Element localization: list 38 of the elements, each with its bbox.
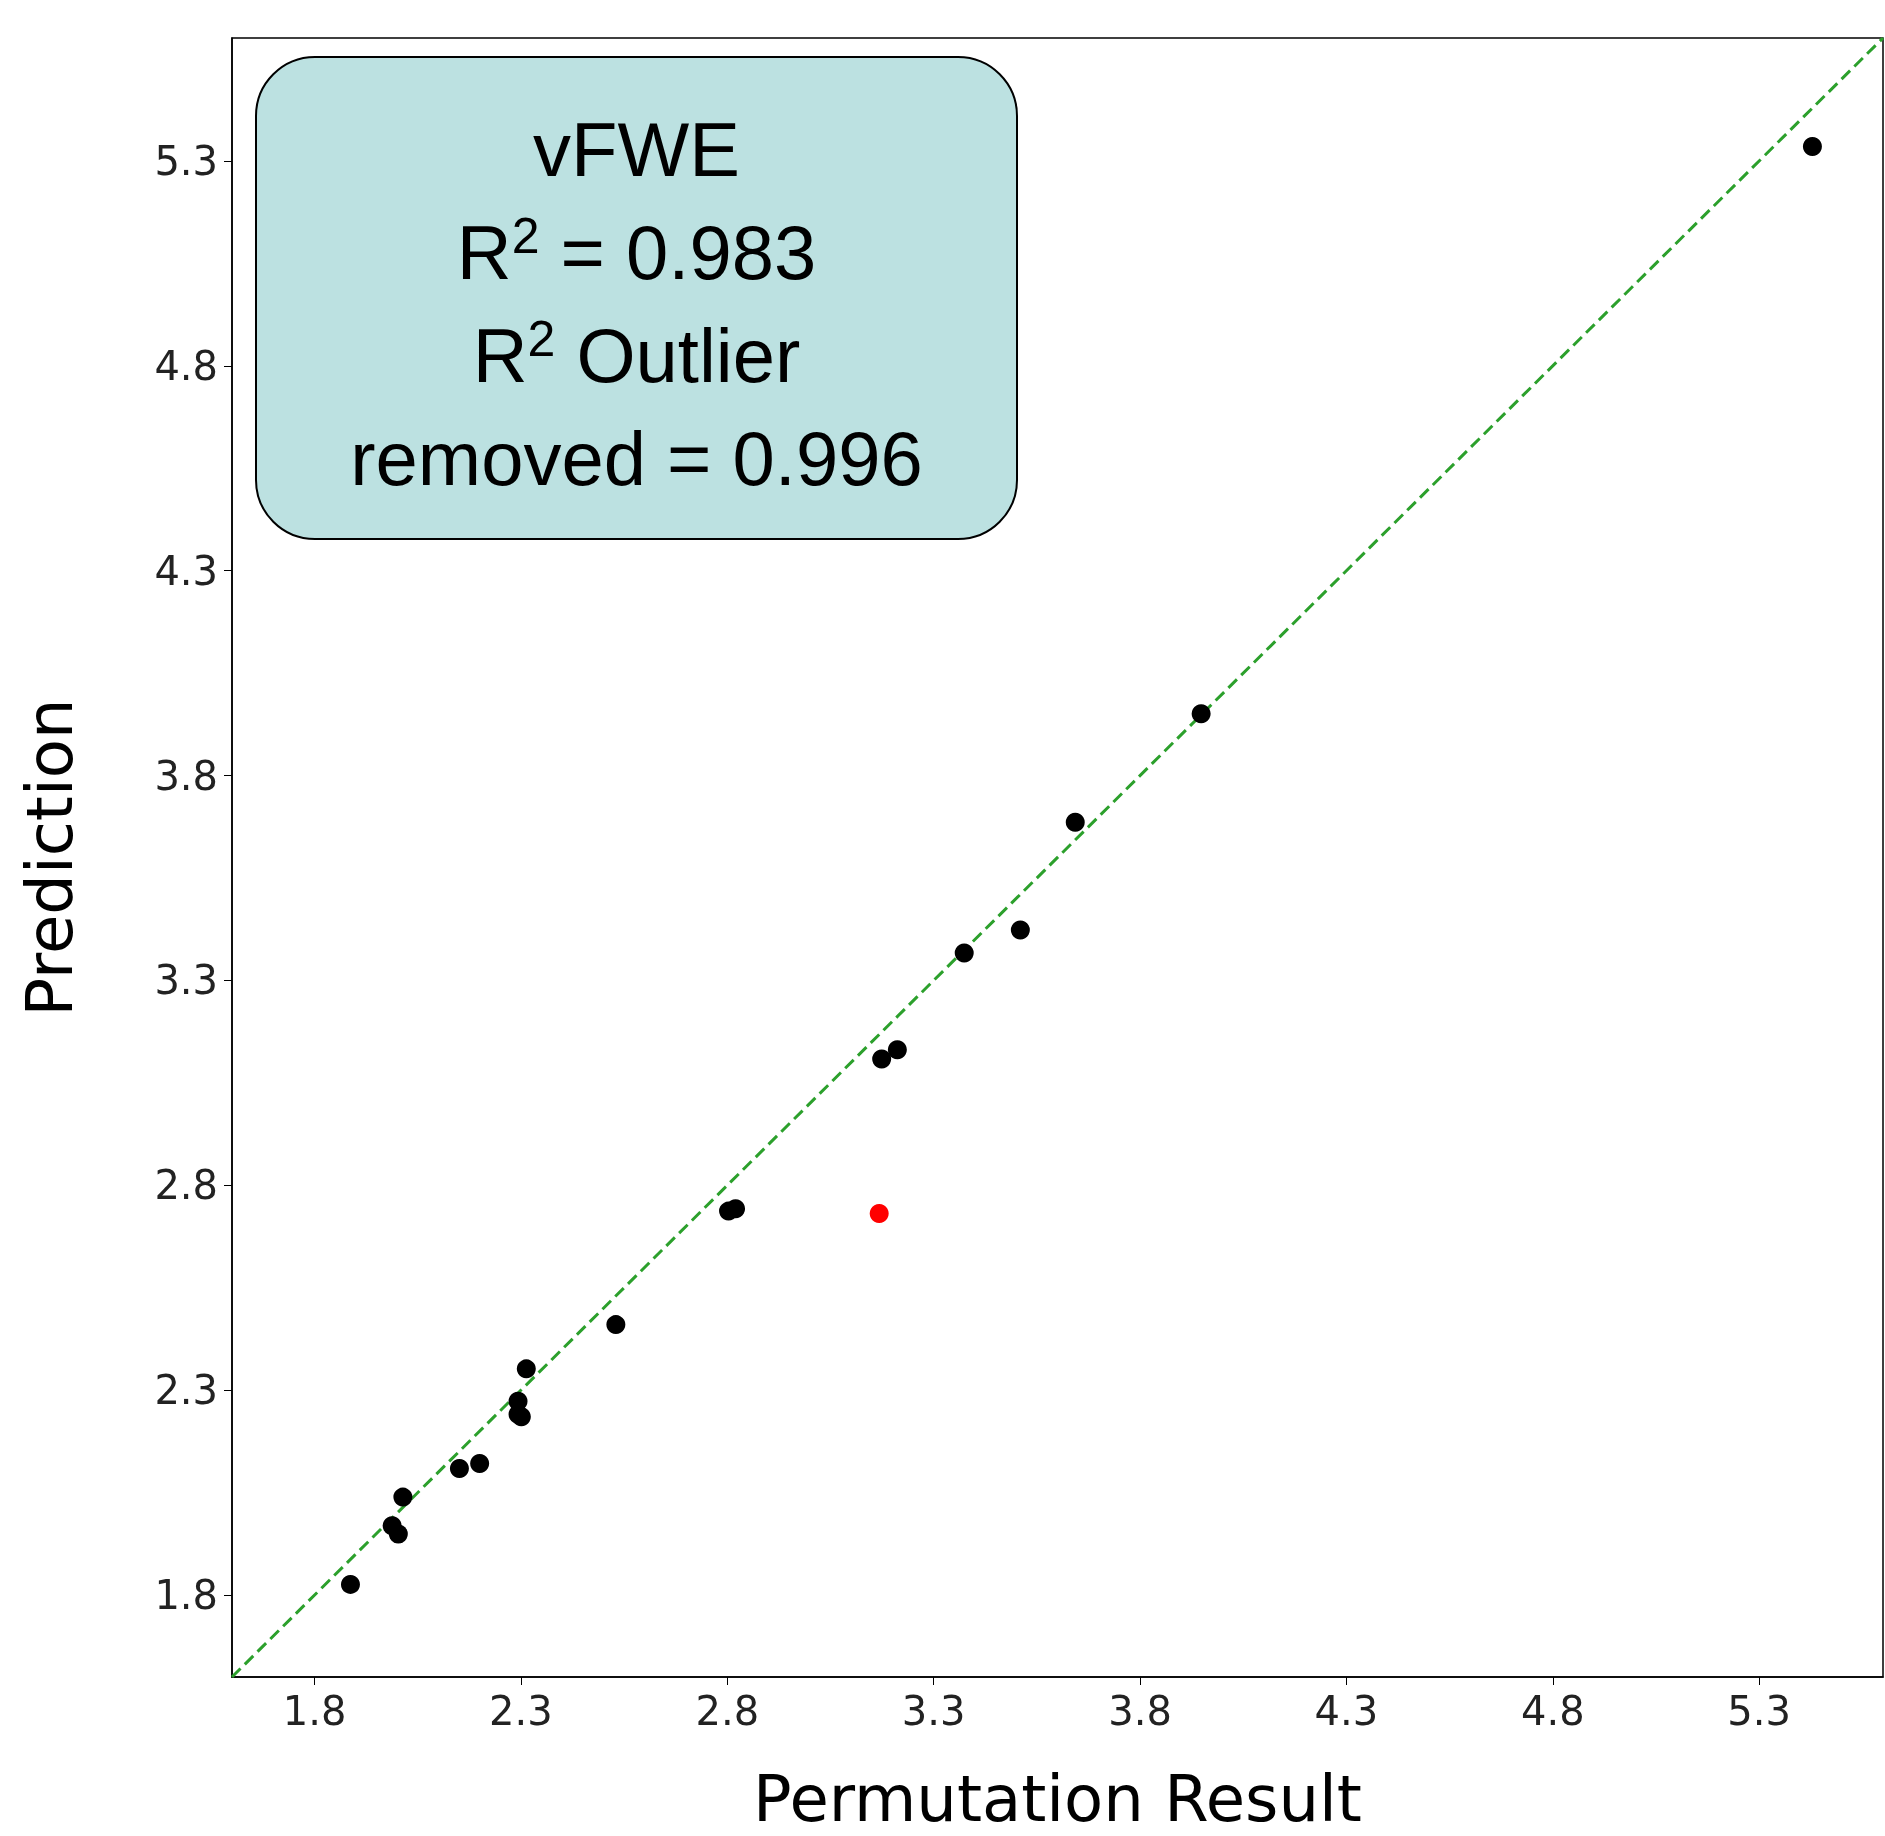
y-tick-label: 2.3 (154, 1367, 218, 1414)
y-tick-label: 3.8 (154, 752, 218, 799)
point (606, 1315, 626, 1335)
y-tick-label: 5.3 (154, 137, 218, 184)
y-tick-label: 3.3 (154, 957, 218, 1004)
x-tick-label: 5.3 (1727, 1688, 1791, 1734)
x-tick-label: 4.8 (1520, 1688, 1585, 1734)
y-tick-label: 4.8 (154, 342, 218, 389)
annotation: removed = 0.996 (349, 415, 924, 503)
point (869, 1204, 889, 1224)
x-tick-label: 2.3 (489, 1688, 553, 1734)
y-tick-label: 4.3 (154, 547, 218, 594)
point (1065, 812, 1085, 832)
point (388, 1524, 408, 1544)
annotation: R$^{2}$ Outlier (471, 310, 802, 400)
x-axis-title: Permutation Result (753, 1762, 1362, 1836)
y-tick-label: 2.8 (154, 1162, 218, 1209)
annotation: vFWE (532, 106, 741, 194)
point (470, 1454, 490, 1474)
point (872, 1049, 892, 1069)
point (393, 1487, 413, 1507)
annotation: R$^{2}$ = 0.983 (455, 207, 818, 297)
x-tick-label: 3.3 (901, 1688, 966, 1734)
point (1191, 704, 1211, 724)
x-tick-label: 2.8 (695, 1688, 760, 1734)
x-tick-label: 4.3 (1314, 1688, 1379, 1734)
x-tick-label: 3.8 (1108, 1688, 1172, 1734)
point (449, 1458, 469, 1478)
point (516, 1359, 536, 1379)
point (887, 1040, 907, 1060)
point (340, 1574, 360, 1594)
x-tick-label: 1.8 (282, 1688, 347, 1734)
point (954, 943, 974, 963)
y-tick-label: 1.8 (154, 1572, 218, 1619)
point (1010, 920, 1030, 940)
point (726, 1199, 746, 1219)
y-axis-title: Prediction (13, 698, 87, 1017)
point (1802, 137, 1822, 157)
